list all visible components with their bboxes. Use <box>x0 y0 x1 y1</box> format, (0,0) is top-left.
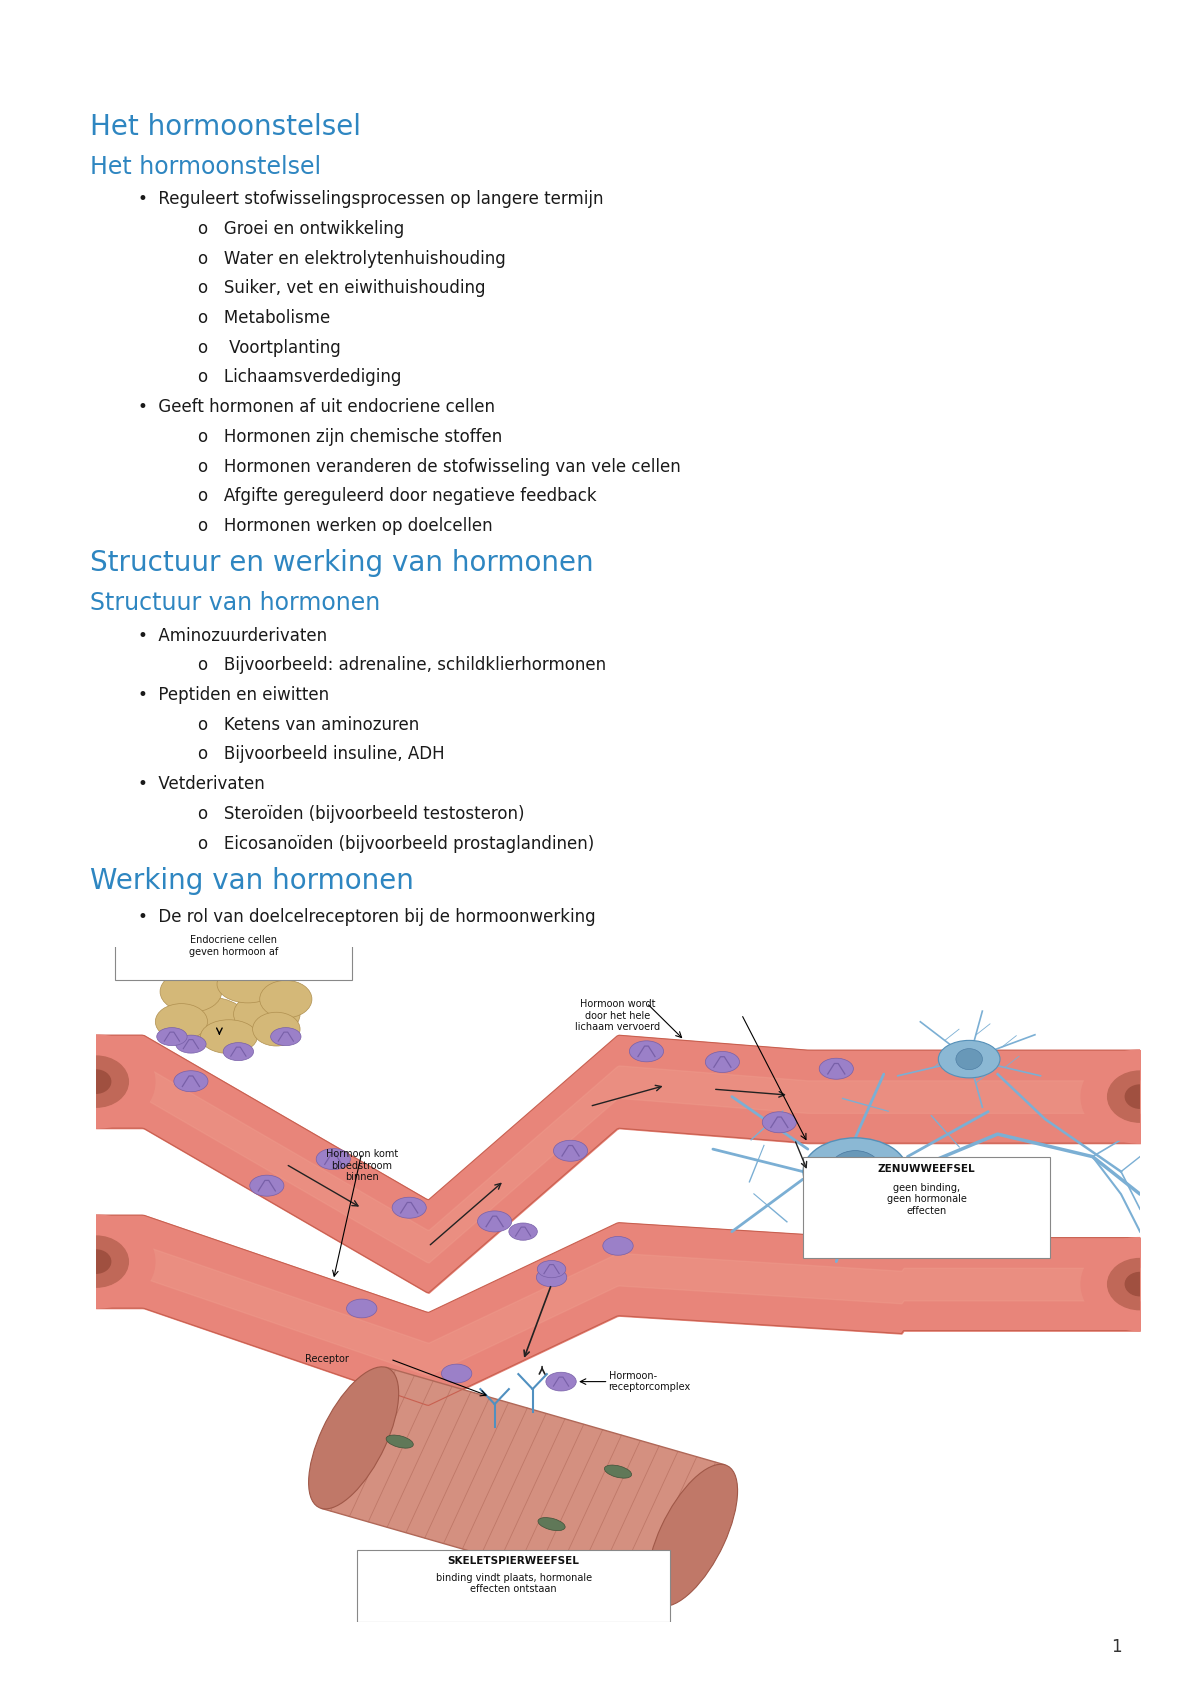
Text: o   Hormonen veranderen de stofwisseling van vele cellen: o Hormonen veranderen de stofwisseling v… <box>198 457 680 475</box>
Text: Het hormoonstelsel: Het hormoonstelsel <box>90 155 322 178</box>
Text: •  Peptiden en eiwitten: • Peptiden en eiwitten <box>138 686 329 705</box>
Text: •  Geeft hormonen af uit endocriene cellen: • Geeft hormonen af uit endocriene celle… <box>138 397 496 416</box>
Text: •  Aminozuurderivaten: • Aminozuurderivaten <box>138 627 328 645</box>
Text: •  Vetderivaten: • Vetderivaten <box>138 774 265 793</box>
Text: •  Reguleert stofwisselingsprocessen op langere termijn: • Reguleert stofwisselingsprocessen op l… <box>138 190 604 209</box>
Text: Structuur van hormonen: Structuur van hormonen <box>90 591 380 615</box>
Text: o   Steroïden (bijvoorbeeld testosteron): o Steroïden (bijvoorbeeld testosteron) <box>198 805 524 824</box>
Text: o   Suiker, vet en eiwithuishouding: o Suiker, vet en eiwithuishouding <box>198 278 486 297</box>
Text: o   Hormonen zijn chemische stoffen: o Hormonen zijn chemische stoffen <box>198 428 503 447</box>
Text: o   Bijvoorbeeld: adrenaline, schildklierhormonen: o Bijvoorbeeld: adrenaline, schildklierh… <box>198 655 606 674</box>
Text: Werking van hormonen: Werking van hormonen <box>90 866 414 895</box>
Text: o   Eicosanoïden (bijvoorbeeld prostaglandinen): o Eicosanoïden (bijvoorbeeld prostagland… <box>198 834 594 852</box>
Text: o   Water en elektrolytenhuishouding: o Water en elektrolytenhuishouding <box>198 250 505 268</box>
Text: Het hormoonstelsel: Het hormoonstelsel <box>90 112 361 141</box>
Text: o   Bijvoorbeeld insuline, ADH: o Bijvoorbeeld insuline, ADH <box>198 745 445 764</box>
Text: o   Ketens van aminozuren: o Ketens van aminozuren <box>198 715 419 734</box>
Text: 1: 1 <box>1111 1637 1121 1656</box>
Text: o   Afgifte gereguleerd door negatieve feedback: o Afgifte gereguleerd door negatieve fee… <box>198 487 596 506</box>
Text: Structuur en werking van hormonen: Structuur en werking van hormonen <box>90 548 594 577</box>
Text: o   Lichaamsverdediging: o Lichaamsverdediging <box>198 368 401 387</box>
Text: •  De rol van doelcelreceptoren bij de hormoonwerking: • De rol van doelcelreceptoren bij de ho… <box>138 908 595 927</box>
Text: o   Metabolisme: o Metabolisme <box>198 309 330 328</box>
Text: o    Voortplanting: o Voortplanting <box>198 338 341 357</box>
Text: o   Groei en ontwikkeling: o Groei en ontwikkeling <box>198 219 404 238</box>
Text: o   Hormonen werken op doelcellen: o Hormonen werken op doelcellen <box>198 516 493 535</box>
